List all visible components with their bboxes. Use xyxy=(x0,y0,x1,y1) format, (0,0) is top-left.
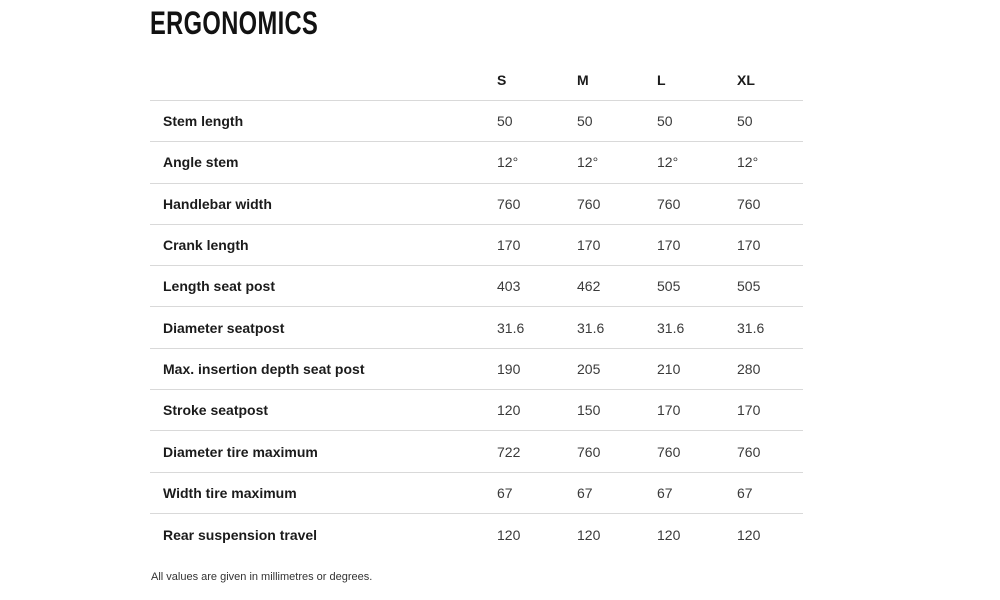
cell-value-m: 150 xyxy=(577,402,601,419)
cell-value-l: 210 xyxy=(657,360,681,377)
column-header-m: M xyxy=(577,71,589,88)
row-label: Handlebar width xyxy=(163,195,272,212)
cell-value-m: 760 xyxy=(577,195,601,212)
cell-value-m: 760 xyxy=(577,443,601,460)
cell-value-xl: 170 xyxy=(737,237,761,254)
cell-value-l: 12° xyxy=(657,154,679,171)
cell-value-s: 760 xyxy=(497,195,521,212)
table-row: Stroke seatpost 120 150 170 170 xyxy=(150,390,803,432)
cell-value-l: 50 xyxy=(657,113,673,130)
cell-value-l: 31.6 xyxy=(657,319,685,336)
row-label: Length seat post xyxy=(163,278,276,295)
cell-value-l: 760 xyxy=(657,443,681,460)
row-label: Width tire maximum xyxy=(163,484,297,501)
table-row: Diameter seatpost 31.6 31.6 31.6 31.6 xyxy=(150,307,803,349)
cell-value-s: 722 xyxy=(497,443,521,460)
cell-value-s: 403 xyxy=(497,278,521,295)
cell-value-xl: 505 xyxy=(737,278,761,295)
column-header-l: L xyxy=(657,71,666,88)
cell-value-m: 462 xyxy=(577,278,601,295)
table-row: Max. insertion depth seat post 190 205 210 2… xyxy=(150,349,803,391)
row-label: Max. insertion depth seat post xyxy=(163,360,365,377)
table-row: Rear suspension travel 120 120 120 120 xyxy=(150,514,803,555)
cell-value-xl: 67 xyxy=(737,484,753,501)
row-label: Stroke seatpost xyxy=(163,402,269,419)
cell-value-s: 120 xyxy=(497,526,521,543)
table-footnote: All values are given in millimetres or d… xyxy=(151,571,373,584)
cell-value-m: 67 xyxy=(577,484,593,501)
cell-value-s: 67 xyxy=(497,484,513,501)
row-label: Rear suspension travel xyxy=(163,526,318,543)
cell-value-s: 170 xyxy=(497,237,521,254)
cell-value-m: 31.6 xyxy=(577,319,605,336)
cell-value-l: 170 xyxy=(657,402,681,419)
row-label: Diameter tire maximum xyxy=(163,443,318,460)
table-row: Width tire maximum 67 67 67 67 xyxy=(150,473,803,514)
cell-value-xl: 280 xyxy=(737,360,761,377)
ergonomics-table: S M L XL Stem length 50 50 50 50 Angle stem 12° 12… xyxy=(150,59,803,555)
cell-value-s: 31.6 xyxy=(497,319,525,336)
cell-value-xl: 12° xyxy=(737,154,759,171)
cell-value-m: 205 xyxy=(577,360,601,377)
row-label: Crank length xyxy=(163,237,249,254)
cell-value-s: 120 xyxy=(497,402,521,419)
table-row: Angle stem 12° 12° 12° 12° xyxy=(150,142,803,184)
cell-value-m: 170 xyxy=(577,237,601,254)
table-row: Diameter tire maximum 722 760 760 760 xyxy=(150,431,803,473)
ergonomics-section: ERGONOMICS S M L XL Stem length 50 50 50 50 Angl… xyxy=(150,4,805,584)
cell-value-xl: 31.6 xyxy=(737,319,765,336)
cell-value-s: 12° xyxy=(497,154,519,171)
cell-value-xl: 760 xyxy=(737,195,761,212)
cell-value-m: 120 xyxy=(577,526,601,543)
column-header-xl: XL xyxy=(737,71,755,88)
cell-value-xl: 170 xyxy=(737,402,761,419)
cell-value-s: 190 xyxy=(497,360,521,377)
cell-value-xl: 120 xyxy=(737,526,761,543)
row-label: Diameter seatpost xyxy=(163,319,285,336)
cell-value-xl: 50 xyxy=(737,113,753,130)
column-header-s: S xyxy=(497,71,507,88)
cell-value-m: 12° xyxy=(577,154,599,171)
cell-value-l: 760 xyxy=(657,195,681,212)
row-label: Angle stem xyxy=(163,154,239,171)
table-row: Handlebar width 760 760 760 760 xyxy=(150,184,803,225)
table-row: Stem length 50 50 50 50 xyxy=(150,101,803,143)
cell-value-l: 505 xyxy=(657,278,681,295)
cell-value-l: 67 xyxy=(657,484,673,501)
table-row: Length seat post 403 462 505 505 xyxy=(150,266,803,308)
cell-value-l: 170 xyxy=(657,237,681,254)
cell-value-l: 120 xyxy=(657,526,681,543)
cell-value-xl: 760 xyxy=(737,443,761,460)
row-label: Stem length xyxy=(163,113,244,130)
table-header-row: S M L XL xyxy=(150,59,803,101)
cell-value-s: 50 xyxy=(497,113,513,130)
cell-value-m: 50 xyxy=(577,113,593,130)
table-row: Crank length 170 170 170 170 xyxy=(150,225,803,267)
section-title: ERGONOMICS xyxy=(150,5,319,41)
